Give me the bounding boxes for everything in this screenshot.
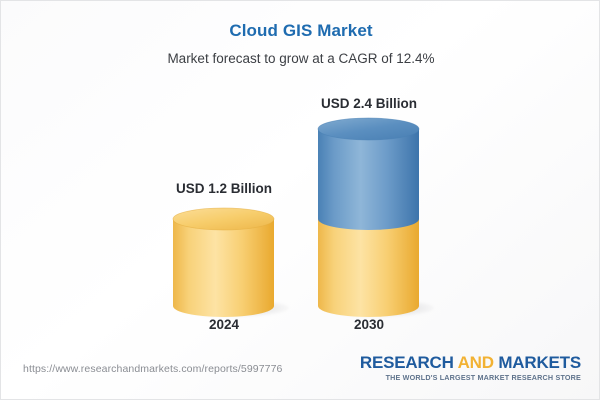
bar-cylinder-2030	[317, 117, 434, 317]
logo-text-research: RESEARCH	[359, 353, 458, 372]
data-label-2030: USD 2.4 Billion	[320, 96, 418, 111]
data-label-2024: USD 1.2 Billion	[175, 181, 273, 196]
logo-text-and: AND	[457, 353, 499, 372]
brand-logo[interactable]: RESEARCH AND MARKETS THE WORLD'S LARGEST…	[360, 354, 581, 381]
logo-text-markets: MARKETS	[498, 353, 581, 372]
logo-tagline: THE WORLD'S LARGEST MARKET RESEARCH STOR…	[385, 373, 581, 382]
chart-subtitle: Market forecast to grow at a CAGR of 12.…	[167, 51, 435, 66]
chart-plot-area: USD 1.2 Billion USD 2.4 Billion 2024 203…	[1, 1, 599, 346]
logo-wordmark: RESEARCH AND MARKETS	[360, 354, 581, 371]
cylinder-2024-graphic	[172, 207, 275, 317]
bar-cylinder-2024	[172, 207, 289, 317]
page-title: Cloud GIS Market	[229, 21, 373, 40]
category-label-2024: 2024	[208, 317, 240, 332]
source-url[interactable]: https://www.researchandmarkets.com/repor…	[23, 363, 283, 375]
category-label-2030: 2030	[353, 317, 385, 332]
cylinder-2030-graphic	[317, 117, 420, 317]
